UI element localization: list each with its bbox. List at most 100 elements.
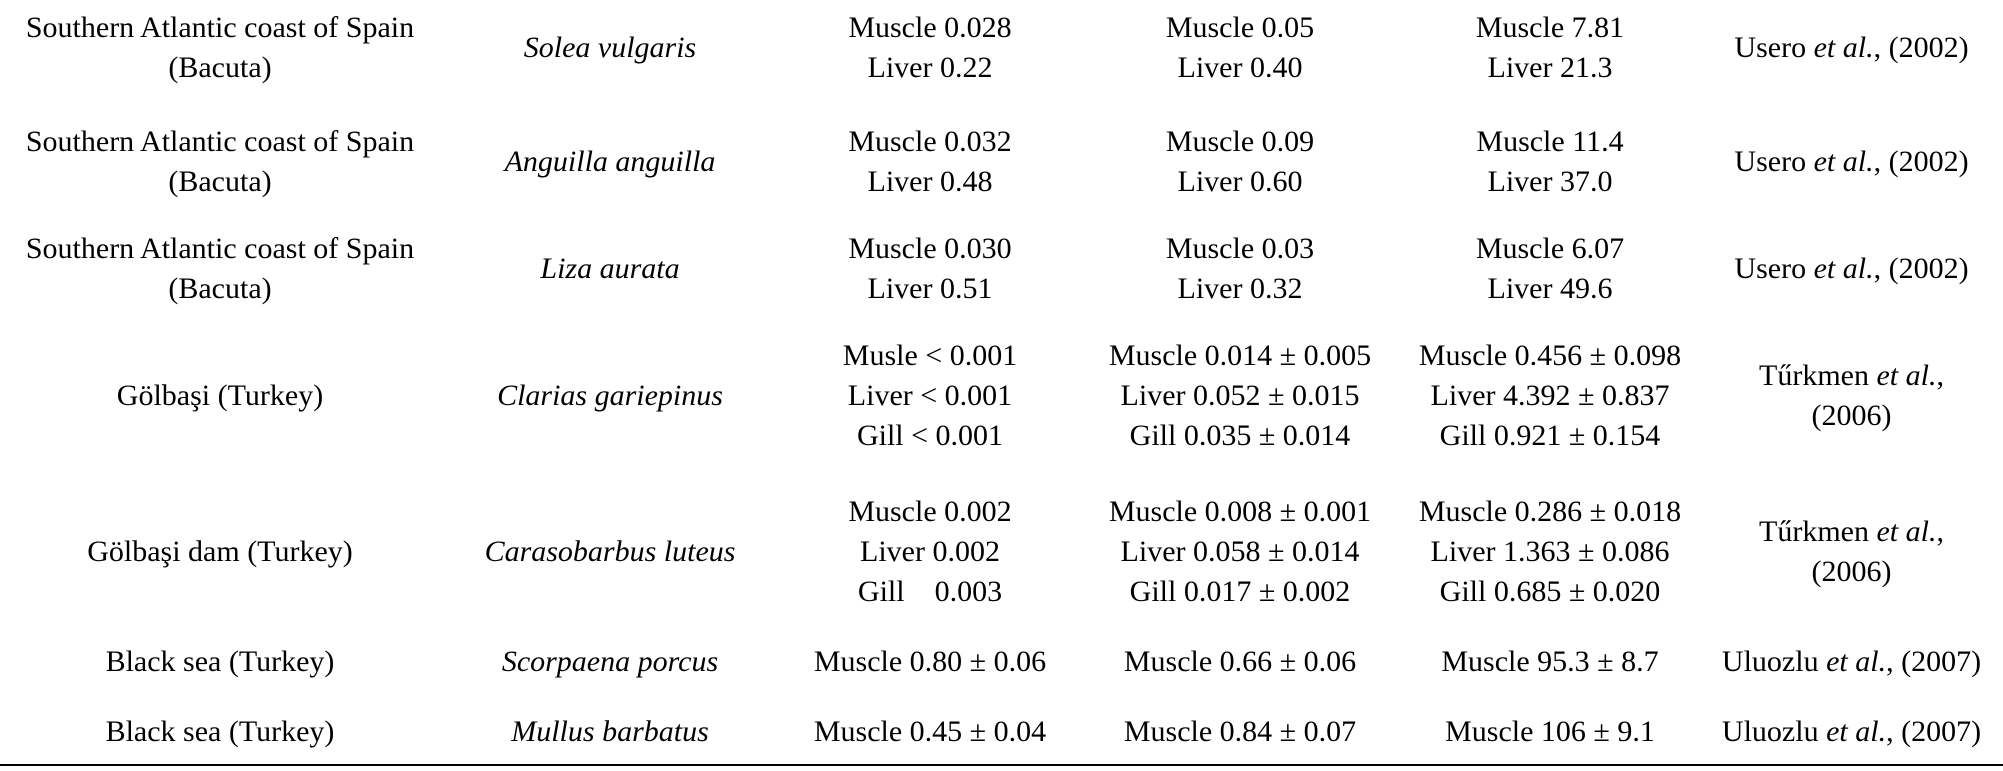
location-line: Southern Atlantic coast of Spain: [25, 125, 415, 158]
ref-author: Usero: [1734, 31, 1807, 64]
value-line: Gill 0.035 ± 0.014: [1129, 419, 1351, 452]
value-line: Gill 0.921 ± 0.154: [1439, 419, 1661, 452]
reference-cell: Tűrkmen et al., (2006): [1700, 492, 2003, 612]
reference-cell: Uluozlu et al., (2007): [1700, 712, 2003, 752]
species-cell: Carasobarbus luteus: [484, 535, 736, 568]
ref-etal: et al.: [1813, 252, 1874, 285]
value-line: Muscle 0.05: [1165, 11, 1315, 44]
value-line: Muscle 0.032: [848, 125, 1012, 158]
species-cell: Scorpaena porcus: [501, 645, 719, 678]
value-cell-3: Muscle 0.456 ± 0.098 Liver 4.392 ± 0.837…: [1400, 336, 1700, 456]
value-line: Liver 0.22: [867, 51, 993, 84]
location-line: (Bacuta): [168, 51, 272, 84]
species-cell: Liza aurata: [540, 252, 680, 285]
table-row: Gölbaşi dam (Turkey) Carasobarbus luteus…: [0, 492, 2003, 612]
value-line: Muscle 6.07: [1475, 232, 1625, 265]
location-line: (Bacuta): [168, 272, 272, 305]
table-row: Southern Atlantic coast of Spain (Bacuta…: [0, 8, 2003, 88]
value-line: Muscle 0.456 ± 0.098: [1418, 339, 1682, 372]
location-line: Southern Atlantic coast of Spain: [25, 11, 415, 44]
value-cell-3: Muscle 6.07 Liver 49.6: [1400, 229, 1700, 309]
value-line: Musle < 0.001: [842, 339, 1018, 372]
location-cell: Gölbaşi (Turkey): [0, 336, 440, 456]
location-line: Gölbaşi (Turkey): [116, 379, 324, 412]
value-line: Muscle 0.028: [848, 11, 1012, 44]
value-cell-2: Muscle 0.008 ± 0.001 Liver 0.058 ± 0.014…: [1080, 492, 1400, 612]
value-line: Gill 0.003: [857, 575, 1003, 608]
ref-author: Usero: [1734, 145, 1807, 178]
value-line: Liver 0.32: [1177, 272, 1303, 305]
ref-author: Tűrkmen: [1759, 515, 1869, 548]
ref-etal: et al.: [1876, 515, 1937, 548]
location-cell: Gölbaşi dam (Turkey): [0, 492, 440, 612]
value-cell-2: Muscle 0.66 ± 0.06: [1123, 645, 1357, 678]
value-line: Muscle 7.81: [1475, 11, 1625, 44]
location-cell: Southern Atlantic coast of Spain (Bacuta…: [0, 229, 440, 309]
value-line: Muscle 0.286 ± 0.018: [1418, 495, 1682, 528]
value-cell-2: Muscle 0.84 ± 0.07: [1123, 715, 1357, 748]
ref-year-line: (2006): [1811, 399, 1892, 432]
ref-year-line: (2006): [1811, 555, 1892, 588]
value-line: Liver 4.392 ± 0.837: [1430, 379, 1670, 412]
table-row: Black sea (Turkey) Scorpaena porcus Musc…: [0, 642, 2003, 682]
ref-year: , (2007): [1886, 715, 1982, 748]
ref-etal: et al.: [1813, 31, 1874, 64]
location-line: Gölbaşi dam (Turkey): [87, 535, 353, 568]
value-line: Liver 0.40: [1177, 51, 1303, 84]
reference-cell: Usero et al., (2002): [1700, 229, 2003, 309]
value-cell-1: Muscle 0.45 ± 0.04: [813, 715, 1047, 748]
species-cell: Mullus barbatus: [511, 715, 709, 748]
value-line: Muscle 0.09: [1165, 125, 1315, 158]
location-cell: Black sea (Turkey): [105, 715, 335, 748]
value-line: Muscle 0.030: [848, 232, 1012, 265]
ref-author: Usero: [1734, 252, 1807, 285]
value-line: Gill 0.017 ± 0.002: [1129, 575, 1351, 608]
location-cell: Southern Atlantic coast of Spain (Bacuta…: [0, 8, 440, 88]
value-line: Liver 0.51: [867, 272, 993, 305]
reference-cell: Uluozlu et al., (2007): [1700, 642, 2003, 682]
value-line: Gill < 0.001: [856, 419, 1004, 452]
species-cell: Solea vulgaris: [523, 31, 697, 64]
table-bottom-rule: [0, 764, 2003, 766]
species-cell: Anguilla anguilla: [504, 145, 716, 178]
value-line: Liver 37.0: [1487, 165, 1613, 198]
ref-year: , (2002): [1873, 145, 1969, 178]
value-cell-1: Muscle 0.002 Liver 0.002 Gill 0.003: [780, 492, 1080, 612]
value-cell-3: Muscle 11.4 Liver 37.0: [1400, 122, 1700, 202]
value-line: Liver 1.363 ± 0.086: [1430, 535, 1670, 568]
value-line: Muscle 0.008 ± 0.001: [1108, 495, 1372, 528]
ref-etal: et al.: [1813, 145, 1874, 178]
value-line: Muscle 0.03: [1165, 232, 1315, 265]
species-cell: Clarias gariepinus: [497, 379, 723, 412]
ref-year: , (2002): [1873, 252, 1969, 285]
value-cell-2: Muscle 0.09 Liver 0.60: [1080, 122, 1400, 202]
value-cell-2: Muscle 0.03 Liver 0.32: [1080, 229, 1400, 309]
value-line: Liver 21.3: [1487, 51, 1613, 84]
ref-author: Uluozlu: [1721, 715, 1819, 748]
ref-year: , (2002): [1873, 31, 1969, 64]
ref-author: Tűrkmen: [1759, 359, 1869, 392]
value-cell-2: Muscle 0.05 Liver 0.40: [1080, 8, 1400, 88]
value-cell-1: Musle < 0.001 Liver < 0.001 Gill < 0.001: [780, 336, 1080, 456]
ref-year: ,: [1936, 515, 1944, 548]
ref-author: Uluozlu: [1721, 645, 1819, 678]
location-line: Southern Atlantic coast of Spain: [25, 232, 415, 265]
value-line: Liver 0.002: [860, 535, 1000, 568]
value-line: Liver < 0.001: [847, 379, 1013, 412]
ref-etal: et al.: [1826, 715, 1887, 748]
value-line: Liver 0.48: [867, 165, 993, 198]
value-line: Liver 0.052 ± 0.015: [1120, 379, 1360, 412]
ref-etal: et al.: [1826, 645, 1887, 678]
value-cell-3: Muscle 0.286 ± 0.018 Liver 1.363 ± 0.086…: [1400, 492, 1700, 612]
value-line: Liver 0.058 ± 0.014: [1120, 535, 1360, 568]
value-line: Gill 0.685 ± 0.020: [1439, 575, 1661, 608]
value-cell-1: Muscle 0.028 Liver 0.22: [780, 8, 1080, 88]
value-cell-3: Muscle 7.81 Liver 21.3: [1400, 8, 1700, 88]
ref-etal: et al.: [1876, 359, 1937, 392]
location-cell: Southern Atlantic coast of Spain (Bacuta…: [0, 122, 440, 202]
table-row: Southern Atlantic coast of Spain (Bacuta…: [0, 229, 2003, 309]
value-line: Muscle 0.014 ± 0.005: [1108, 339, 1372, 372]
value-cell-1: Muscle 0.80 ± 0.06: [813, 645, 1047, 678]
value-cell-2: Muscle 0.014 ± 0.005 Liver 0.052 ± 0.015…: [1080, 336, 1400, 456]
value-line: Muscle 11.4: [1476, 125, 1624, 158]
